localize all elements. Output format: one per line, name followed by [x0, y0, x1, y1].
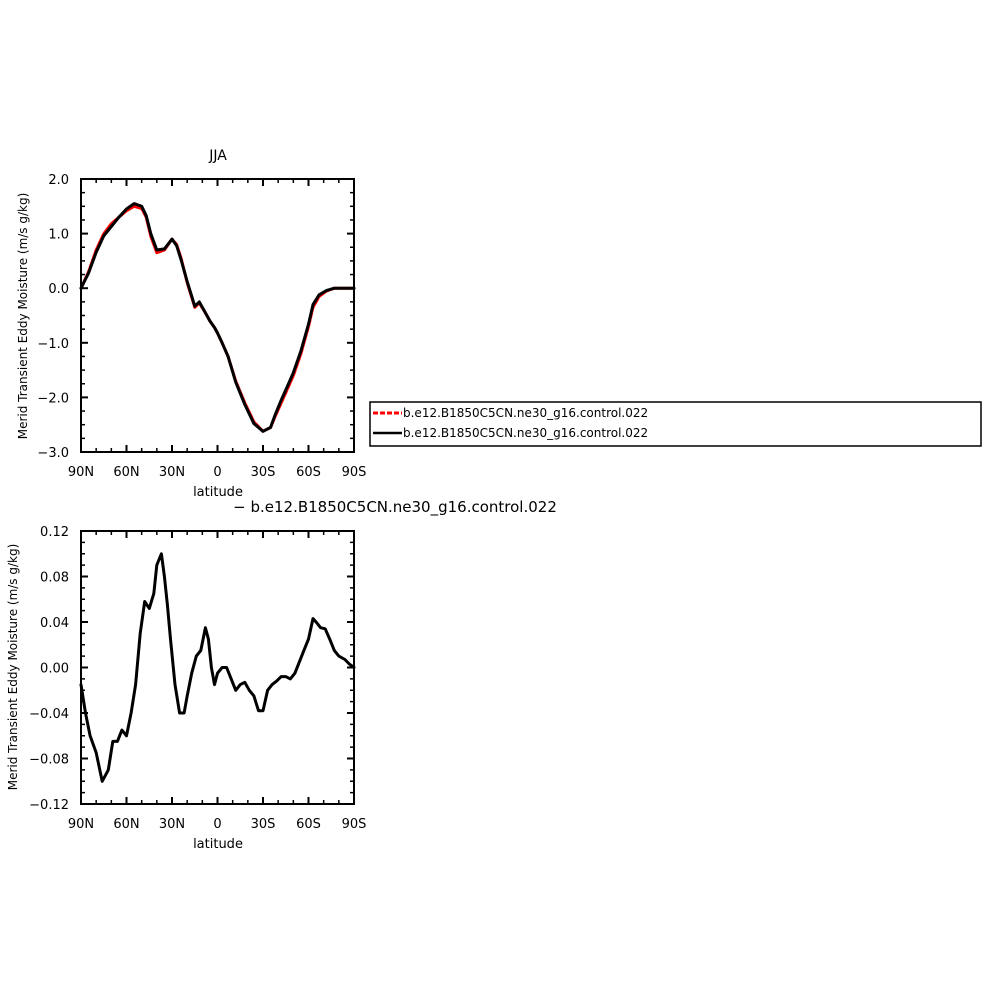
- panel-top-y-axis-label: Merid Transient Eddy Moisture (m/s g/kg): [16, 193, 30, 440]
- panel-bottom-y-tick-label: −0.04: [29, 707, 69, 722]
- panel-top-x-axis-label: latitude: [193, 485, 243, 500]
- panel-top-axis-ticks: 90N 60N 30N 0 30S 60S 90S 2.0 1.0 0.0 −1.0 −2.0 −3.0: [37, 173, 366, 480]
- panel-bottom-plot-frame: [80, 530, 355, 805]
- panel-bottom-y-tick-label: −0.12: [29, 798, 69, 813]
- panel-top-y-tick-label: −3.0: [37, 446, 69, 461]
- panel-top-x-tick-label: 60N: [113, 465, 139, 480]
- panel-bottom-y-tick-label: 0.04: [40, 616, 69, 631]
- panel-top-x-tick-label: 30N: [159, 465, 185, 480]
- panel-bottom: − b.e12.B1850C5CN.ne30_g16.control.022 9…: [6, 498, 557, 852]
- legend-box: [369, 401, 982, 447]
- panel-bottom-series-group: [79, 552, 356, 783]
- panel-bottom-y-tick-label: 0.00: [40, 662, 69, 677]
- legend-entry-1-label: b.e12.B1850C5CN.ne30_g16.control.022: [403, 406, 648, 420]
- panel-bottom-title: − b.e12.B1850C5CN.ne30_g16.control.022: [233, 498, 557, 517]
- panel-top-y-tick-label: 0.0: [48, 282, 69, 297]
- panel-bottom-x-tick-label: 0: [213, 817, 221, 832]
- panel-bottom-x-tick-label: 30N: [159, 817, 185, 832]
- legend: b.e12.B1850C5CN.ne30_g16.control.022 b.e…: [369, 401, 982, 447]
- panel-top-series-group: [79, 202, 356, 433]
- panel-bottom-y-axis-label: Merid Transient Eddy Moisture (m/s g/kg): [6, 544, 20, 791]
- panel-top-y-tick-label: −1.0: [37, 337, 69, 352]
- panel-top-y-tick-label: −2.0: [37, 391, 69, 406]
- panel-bottom-x-tick-label: 30S: [251, 817, 276, 832]
- panel-top-x-tick-label: 0: [213, 465, 221, 480]
- panel-top-title: JJA: [208, 148, 227, 164]
- panel-top-y-tick-label: 1.0: [48, 228, 69, 243]
- panel-top-x-tick-label: 60S: [296, 465, 321, 480]
- legend-entry-2-label: b.e12.B1850C5CN.ne30_g16.control.022: [403, 426, 648, 440]
- panel-top-x-tick-label: 90S: [342, 465, 367, 480]
- panel-top-x-tick-label: 30S: [251, 465, 276, 480]
- panel-bottom-axis-ticks: 90N 60N 30N 0 30S 60S 90S 0.12 0.08 0.04 0.00 −0.04…: [29, 525, 366, 832]
- panel-bottom-y-tick-label: −0.08: [29, 753, 69, 768]
- panel-bottom-x-tick-label: 60N: [113, 817, 139, 832]
- panel-top-x-tick-label: 90N: [68, 465, 94, 480]
- panel-bottom-x-tick-label: 90N: [68, 817, 94, 832]
- panel-top-series-line-1: [79, 204, 356, 433]
- panel-top: JJA 90N 60N 30N 0 30S 60S 90S 2.0 1.0 0.0 −1.0 −2.0…: [16, 148, 366, 500]
- panel-bottom-x-tick-label: 90S: [342, 817, 367, 832]
- panel-bottom-y-tick-label: 0.08: [40, 571, 69, 586]
- panel-top-series-line-2: [79, 202, 356, 433]
- panel-top-y-tick-label: 2.0: [48, 173, 69, 188]
- panel-bottom-series-line-1: [79, 552, 356, 783]
- panel-top-plot-frame: [80, 178, 355, 453]
- panel-bottom-y-tick-label: 0.12: [40, 525, 69, 540]
- panel-bottom-x-axis-label: latitude: [193, 837, 243, 852]
- panel-bottom-x-tick-label: 60S: [296, 817, 321, 832]
